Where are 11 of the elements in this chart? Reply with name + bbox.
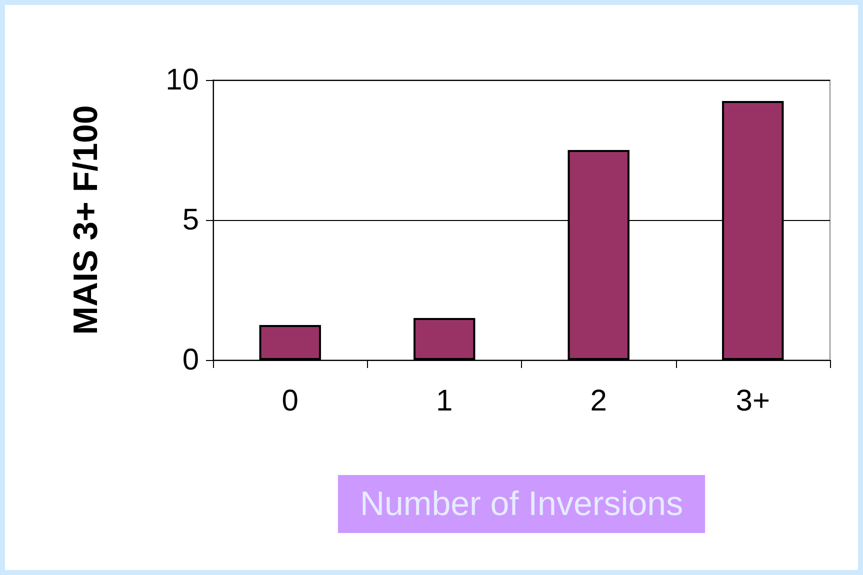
y-tick-label: 5 [182,204,199,236]
bar [259,325,321,360]
y-axis-title: MAIS 3+ F/100 [67,105,105,335]
x-tick-label: 1 [436,384,453,418]
x-tick-label: 0 [282,384,298,418]
x-tick-label: 3+ [736,384,770,418]
x-axis-title: Number of Inversions [360,485,684,523]
y-tick-label: 10 [166,64,199,96]
y-tick-label: 0 [182,344,199,376]
bar [414,318,476,360]
x-tick-label: 2 [590,384,607,418]
